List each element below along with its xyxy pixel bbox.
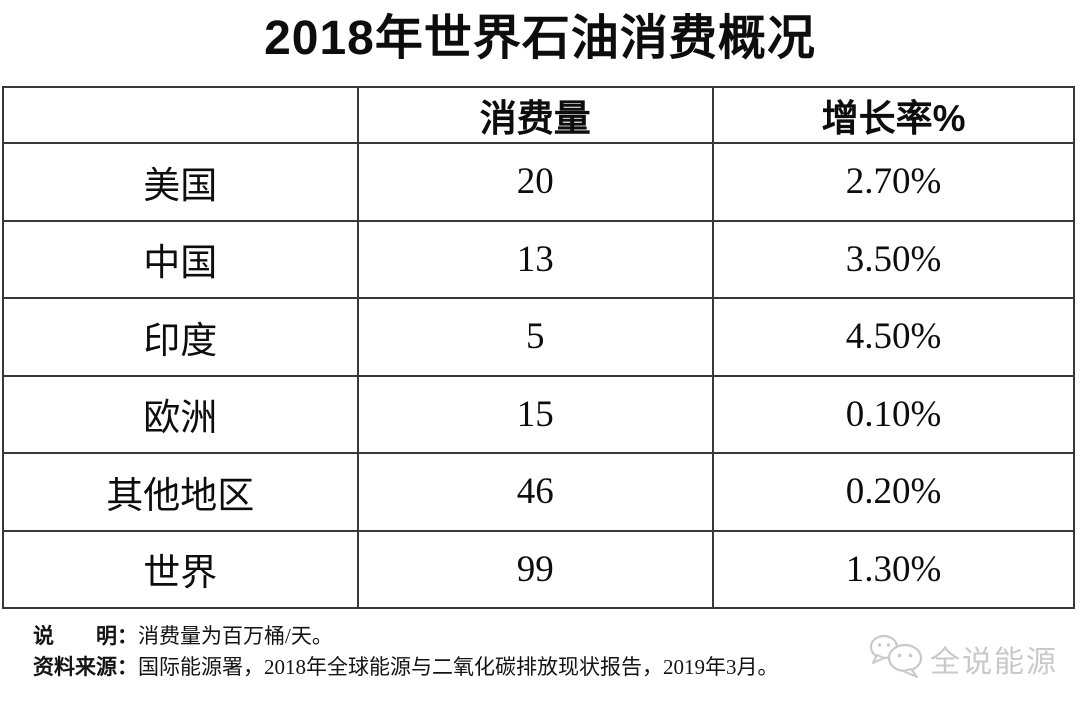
note-source: 资料来源：国际能源署，2018年全球能源与二氧化碳排放现状报告，2019年3月。 [33, 652, 873, 683]
cell-region: 欧洲 [2, 374, 359, 454]
cell-region: 印度 [2, 297, 359, 377]
cell-region: 美国 [2, 142, 359, 222]
wechat-chat-bubbles-icon [869, 633, 925, 684]
table-row-other-regions: 其他地区 46 0.20% [2, 452, 1075, 532]
note-source-text: 国际能源署，2018年全球能源与二氧化碳排放现状报告，2019年3月。 [138, 655, 779, 679]
footnotes: 说 明：消费量为百万桶/天。 资料来源：国际能源署，2018年全球能源与二氧化碳… [33, 621, 873, 683]
note-source-label: 资料来源： [33, 655, 138, 679]
cell-growth: 3.50% [712, 219, 1075, 299]
brand-name: 全说能源 [930, 645, 1058, 679]
header-growth-rate: 增长率% [712, 86, 1075, 144]
table-row-usa: 美国 20 2.70% [2, 142, 1075, 222]
table-row-europe: 欧洲 15 0.10% [2, 374, 1075, 454]
cell-consumption: 15 [356, 374, 715, 454]
note-explanation-text: 消费量为百万桶/天。 [138, 624, 333, 648]
cell-growth: 0.20% [712, 452, 1075, 532]
table-row-india: 印度 5 4.50% [2, 297, 1075, 377]
page-title: 2018年世界石油消费概况 [264, 12, 816, 65]
cell-consumption: 99 [356, 529, 715, 609]
oil-consumption-table: 消费量 增长率% 美国 20 2.70% 中国 13 3.50% 印度 5 4.… [2, 86, 1075, 609]
cell-consumption: 13 [356, 219, 715, 299]
cell-region: 世界 [2, 529, 359, 609]
cell-consumption: 5 [356, 297, 715, 377]
cell-growth: 1.30% [712, 529, 1075, 609]
brand-watermark: 全说能源 [869, 633, 1058, 684]
table-row-world: 世界 99 1.30% [2, 529, 1075, 609]
table-header-row: 消费量 增长率% [2, 86, 1075, 144]
cell-growth: 0.10% [712, 374, 1075, 454]
note-explanation-label: 说 明： [33, 624, 138, 648]
cell-consumption: 46 [356, 452, 715, 532]
cell-growth: 4.50% [712, 297, 1075, 377]
header-consumption: 消费量 [356, 86, 715, 144]
table-row-china: 中国 13 3.50% [2, 219, 1075, 299]
cell-growth: 2.70% [712, 142, 1075, 222]
note-explanation: 说 明：消费量为百万桶/天。 [33, 621, 873, 652]
cell-consumption: 20 [356, 142, 715, 222]
header-region-blank [2, 86, 359, 144]
cell-region: 中国 [2, 219, 359, 299]
cell-region: 其他地区 [2, 452, 359, 532]
